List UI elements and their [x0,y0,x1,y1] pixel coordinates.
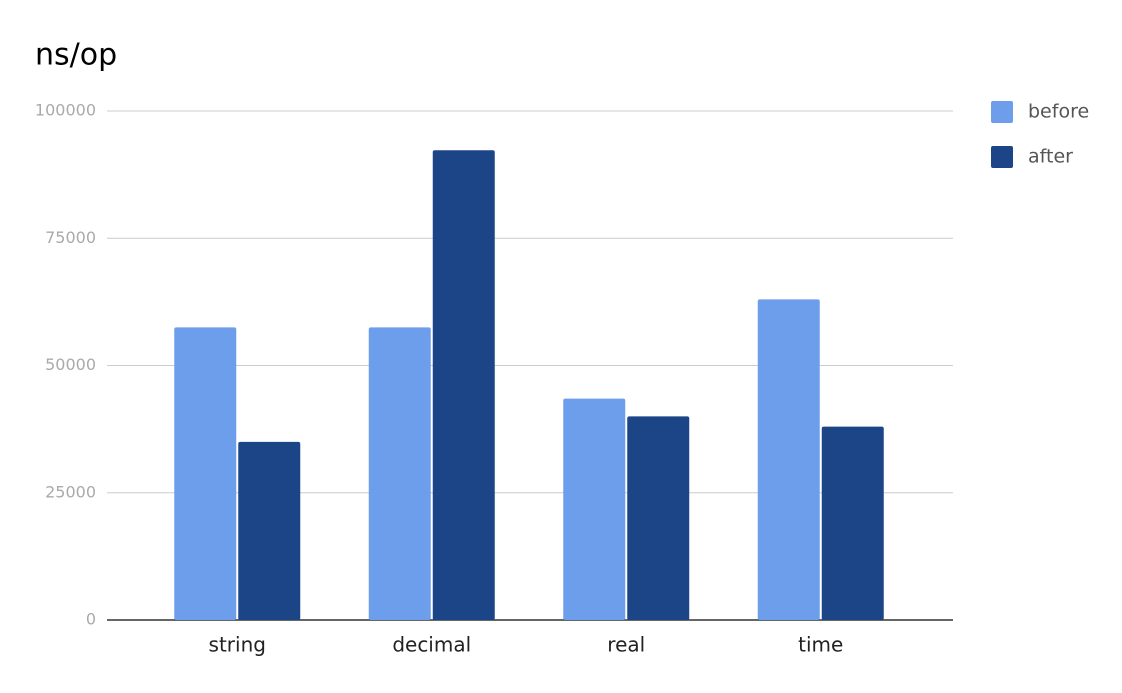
bar [368,327,431,620]
bar [757,299,820,620]
x-tick-label: time [798,633,843,657]
x-tick-label: real [607,633,645,657]
y-tick-label: 25000 [45,482,96,501]
bar [432,150,495,620]
x-tick-label: decimal [392,633,471,657]
x-tick-label: string [209,633,266,657]
y-tick-label: 75000 [45,228,96,247]
bar [174,327,237,620]
y-tick-label: 0 [86,610,96,629]
bar [821,426,884,620]
legend-label: before [1028,101,1089,123]
bar [563,398,626,620]
bar [627,416,690,620]
legend-swatch [991,146,1013,168]
bar [238,441,301,620]
y-tick-label: 100000 [35,101,96,120]
legend-swatch [991,101,1013,123]
y-tick-label: 50000 [45,355,96,374]
chart-title: ns/op [35,38,117,73]
legend-label: after [1028,146,1073,168]
